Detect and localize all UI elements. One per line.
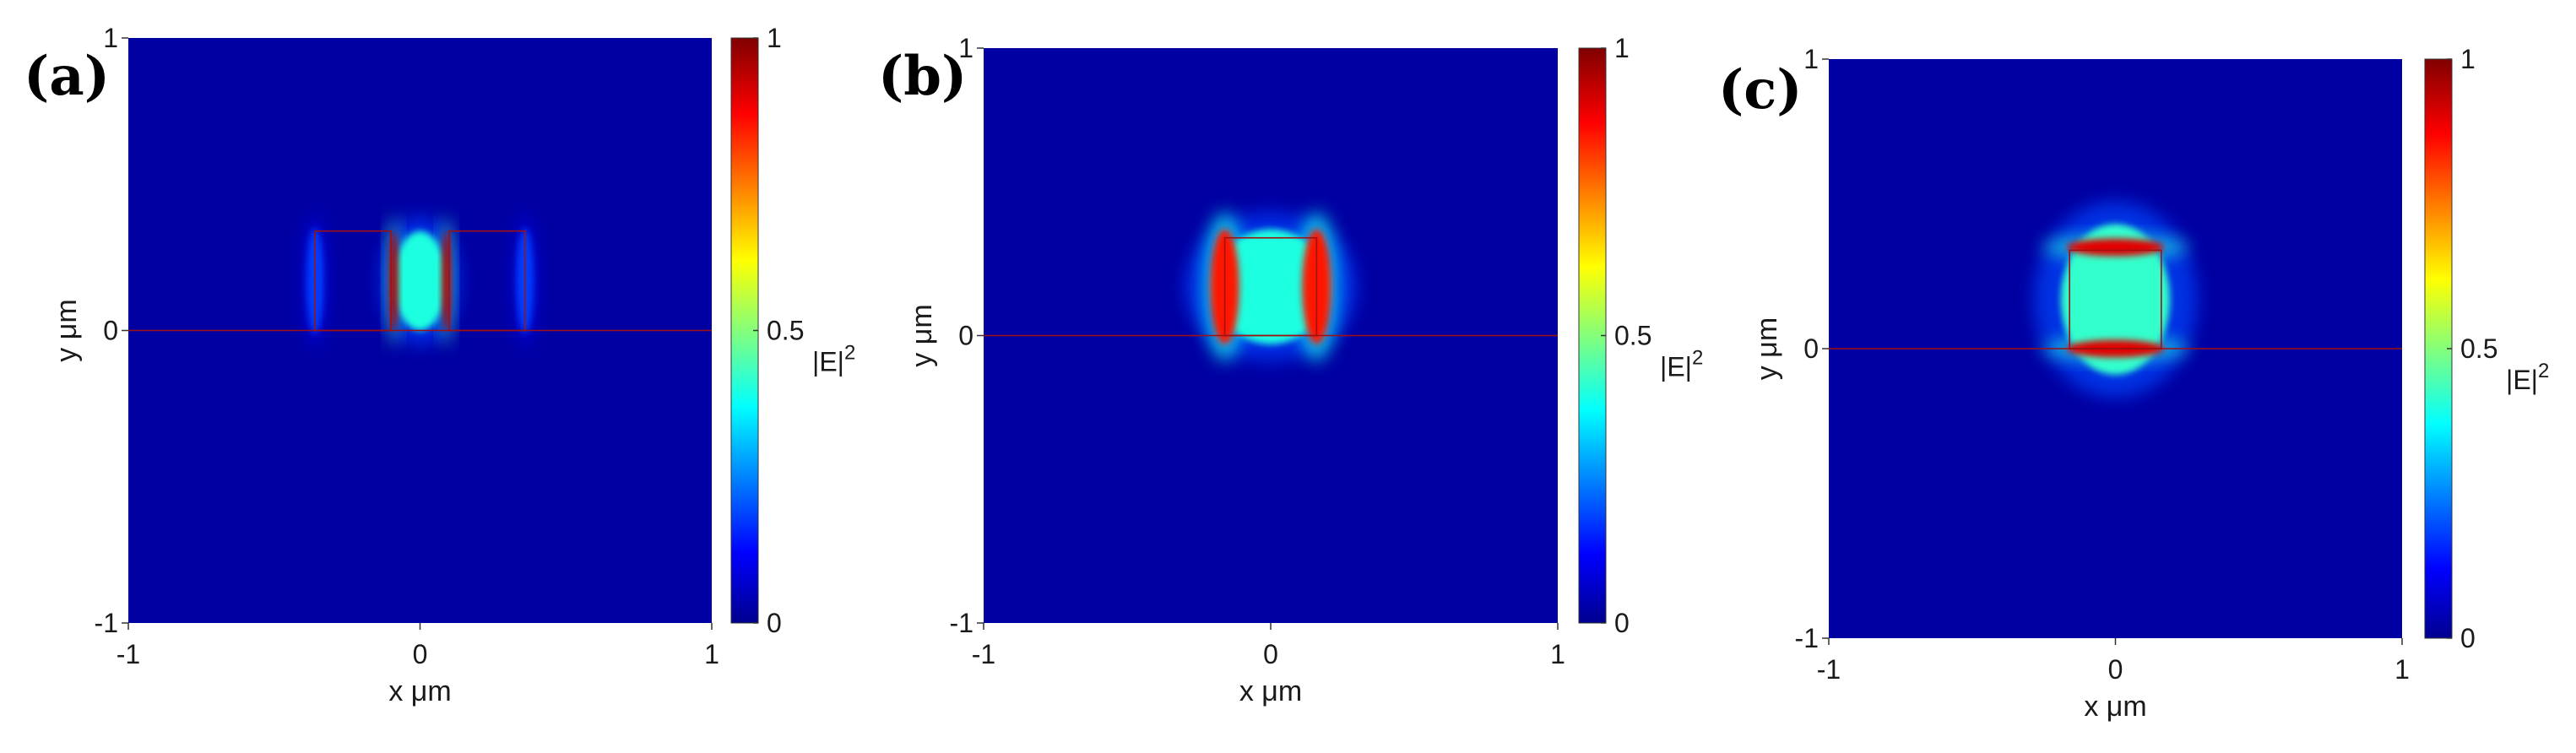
x-tick-label: 1 xyxy=(1550,639,1565,669)
panel-3: -1 0 1 -1 0 1 x μm y μm (c) 0 0.5 1 |E|2 xyxy=(1718,44,2549,723)
colorbar-label-superscript: 2 xyxy=(2538,360,2549,382)
field-intensity xyxy=(1185,212,1357,362)
waveguide-outline xyxy=(314,230,392,332)
colorbar-label-superscript: 2 xyxy=(844,342,855,365)
x-tick-label: 0 xyxy=(1263,639,1278,669)
x-axis-label: x μm xyxy=(1239,675,1302,707)
x-tick-label: 1 xyxy=(2394,654,2410,685)
colorbar-label-superscript: 2 xyxy=(1692,347,1703,370)
colorbar-label: |E|2 xyxy=(1660,347,1703,382)
y-tick-label: 1 xyxy=(103,23,118,53)
colorbar-tick-label: 0.5 xyxy=(1614,321,1651,351)
y-axis-label: y μm xyxy=(906,304,938,366)
field-hotspot xyxy=(389,230,399,331)
colorbar-tick-label: 0 xyxy=(2460,623,2476,653)
colorbar-tick-label: 1 xyxy=(1614,33,1630,63)
y-tick-label: -1 xyxy=(1795,623,1819,653)
x-axis-label: x μm xyxy=(2084,691,2146,723)
y-tick-label: -1 xyxy=(95,608,118,638)
x-tick-label: 1 xyxy=(704,639,719,669)
y-tick-label: -1 xyxy=(950,608,973,638)
panel-2: -1 0 1 -1 0 1 x μm y μm (b) 0 0.5 1 |E|2 xyxy=(878,33,1703,707)
x-tick-label: -1 xyxy=(1817,654,1841,685)
colorbar-label-text: |E| xyxy=(2506,365,2538,395)
colorbar-label-text: |E| xyxy=(812,347,844,377)
y-axis-label: y μm xyxy=(1751,317,1783,380)
panel-label: (c) xyxy=(1718,58,1803,122)
colorbar-label: |E|2 xyxy=(2506,360,2549,395)
y-tick-label: 0 xyxy=(103,316,118,346)
colorbar-tick-label: 0 xyxy=(1614,608,1630,638)
x-tick-label: 0 xyxy=(2108,654,2123,685)
x-tick-label: 0 xyxy=(413,639,428,669)
y-axis-label: y μm xyxy=(51,299,83,361)
panel-label: (a) xyxy=(24,45,110,108)
colorbar-tick-label: 0 xyxy=(767,608,782,638)
colorbar-tick-label: 1 xyxy=(767,23,782,53)
field-hotspot xyxy=(442,230,451,331)
colorbar-label: |E|2 xyxy=(812,342,855,377)
colorbar-tick-label: 1 xyxy=(2460,44,2476,74)
field-intensity xyxy=(2033,201,2198,398)
x-tick-label: -1 xyxy=(117,639,140,669)
colorbar-tick-label: 0.5 xyxy=(767,316,804,346)
x-tick-label: -1 xyxy=(972,639,995,669)
colorbar-tick-label: 0.5 xyxy=(2460,333,2497,364)
panel-label: (b) xyxy=(878,45,967,108)
panel-1: -1 0 1 -1 0 1 x μm y μm (a) 0 0.5 1 |E|2 xyxy=(24,23,855,707)
field-hotspot xyxy=(2066,238,2165,257)
waveguide-outline xyxy=(1223,236,1318,337)
field-hotspot xyxy=(2060,224,2171,375)
waveguide-outline xyxy=(2069,249,2162,349)
field-hotspot xyxy=(1213,229,1328,344)
y-tick-label: 1 xyxy=(1803,44,1819,74)
y-tick-label: 0 xyxy=(958,321,973,351)
y-tick-label: 1 xyxy=(958,33,973,63)
waveguide-outline xyxy=(448,230,526,332)
colorbar-label-text: |E| xyxy=(1660,352,1692,382)
x-axis-label: x μm xyxy=(388,675,451,707)
y-tick-label: 0 xyxy=(1803,333,1819,364)
field-hotspot xyxy=(393,230,447,331)
